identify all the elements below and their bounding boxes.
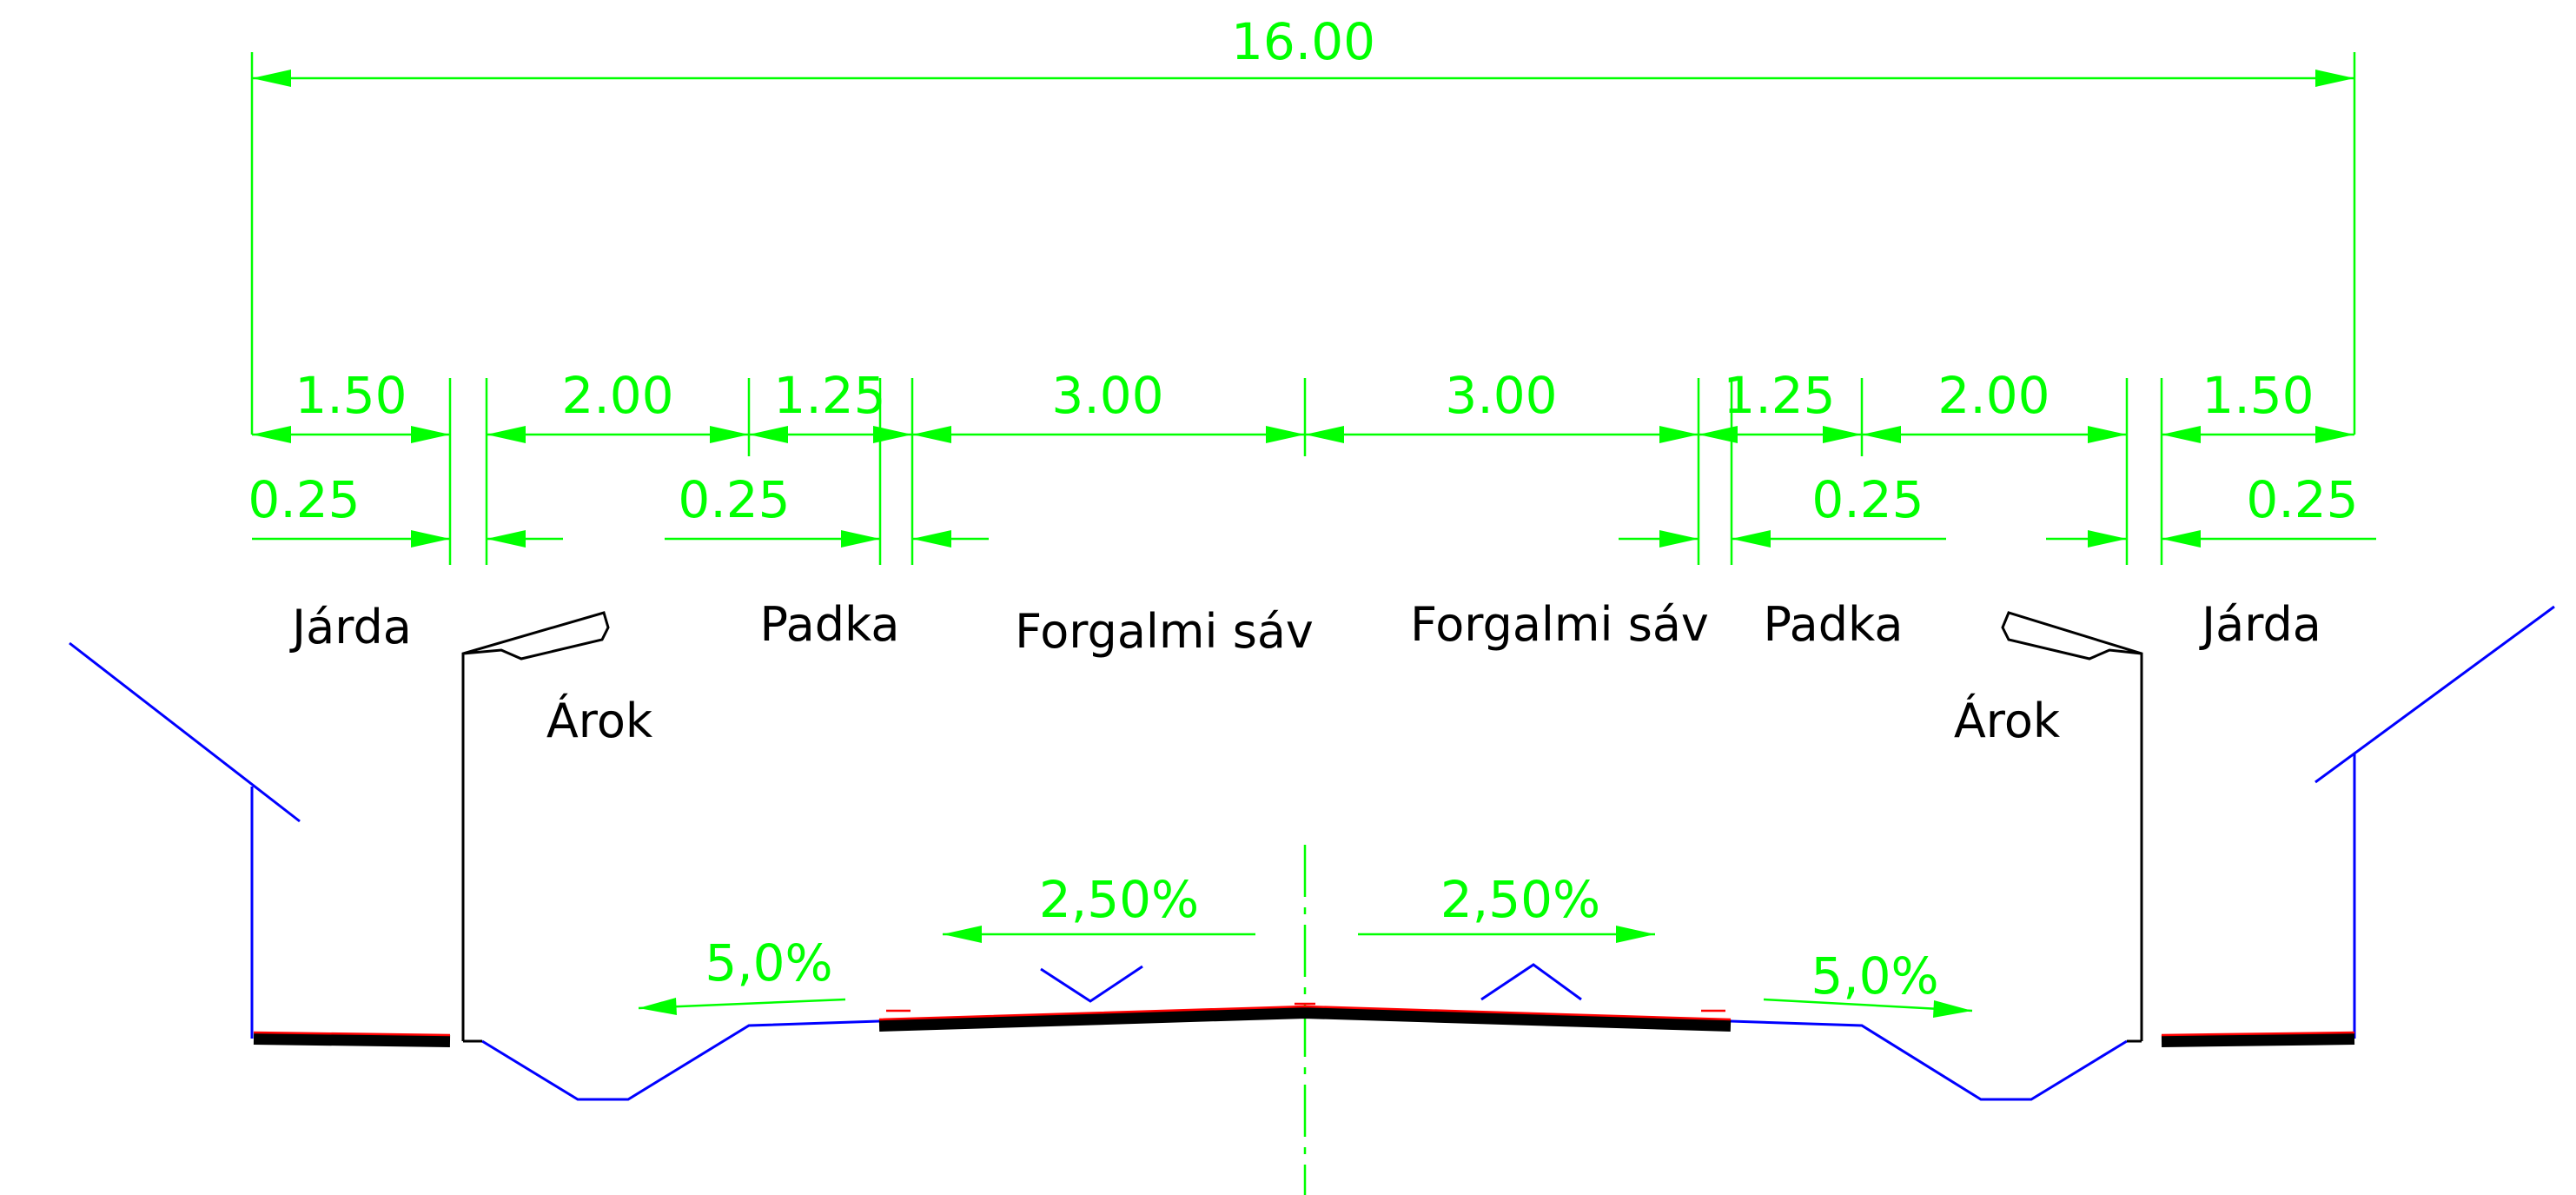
curbs — [461, 611, 2143, 1043]
left-curb — [461, 611, 610, 1041]
right-sidewalk-surface — [2161, 1032, 2355, 1047]
carriageway-surface — [878, 1006, 1732, 1032]
dim-right-edge-outer: 0.25 — [2246, 470, 2358, 529]
extension-lines — [448, 378, 2163, 565]
pavement — [253, 1002, 2355, 1047]
segment-dimension-line: 1.50 2.00 1.25 3.00 3.00 1.25 2.00 1.50 — [252, 366, 2354, 443]
dim-right-jarda: 1.50 — [2202, 366, 2314, 425]
element-labels: Járda Árok Padka Forgalmi sáv Forgalmi s… — [289, 597, 2321, 748]
dim-right-lane: 3.00 — [1445, 366, 1557, 425]
label-right-padka: Padka — [1764, 597, 1904, 652]
dim-left-edge-outer: 0.25 — [248, 470, 360, 529]
slope-right-ditch: 5,0% — [1811, 946, 1938, 1006]
label-left-padka: Padka — [760, 597, 900, 652]
slope-right-lane: 2,50% — [1440, 870, 1600, 929]
slope-annotations: 2,50% 2,50% 5,0% 5,0% — [638, 870, 1973, 1018]
label-right-arok: Árok — [1954, 694, 2061, 748]
dim-left-arok: 2.00 — [561, 366, 673, 425]
total-dimension: 16.00 — [250, 12, 2356, 435]
slope-left-lane: 2,50% — [1039, 870, 1199, 929]
right-curb — [2001, 611, 2143, 1041]
terrain-profile — [69, 605, 2555, 1101]
crossfall-symbol-right — [1480, 963, 1582, 1001]
dim-right-padka: 1.25 — [1723, 366, 1835, 425]
dim-left-jarda: 1.50 — [295, 366, 407, 425]
dim-right-edge-inner: 0.25 — [1811, 470, 1924, 529]
slope-left-ditch: 5,0% — [705, 933, 832, 993]
dim-left-edge-inner: 0.25 — [678, 470, 790, 529]
edge-dimensions: 0.25 0.25 0.25 0.25 — [248, 470, 2376, 548]
total-dimension-label: 16.00 — [1231, 12, 1375, 71]
left-sidewalk-surface — [253, 1032, 451, 1047]
dim-left-lane: 3.00 — [1051, 366, 1163, 425]
crossfall-symbol-left — [1040, 965, 1143, 1003]
label-right-lane: Forgalmi sáv — [1410, 597, 1709, 652]
dim-right-arok: 2.00 — [1937, 366, 2050, 425]
label-left-arok: Árok — [546, 694, 653, 748]
dim-left-padka: 1.25 — [773, 366, 885, 425]
label-left-lane: Forgalmi sáv — [1015, 604, 1314, 659]
label-right-jarda: Járda — [2199, 597, 2321, 652]
label-left-jarda: Járda — [289, 600, 412, 654]
